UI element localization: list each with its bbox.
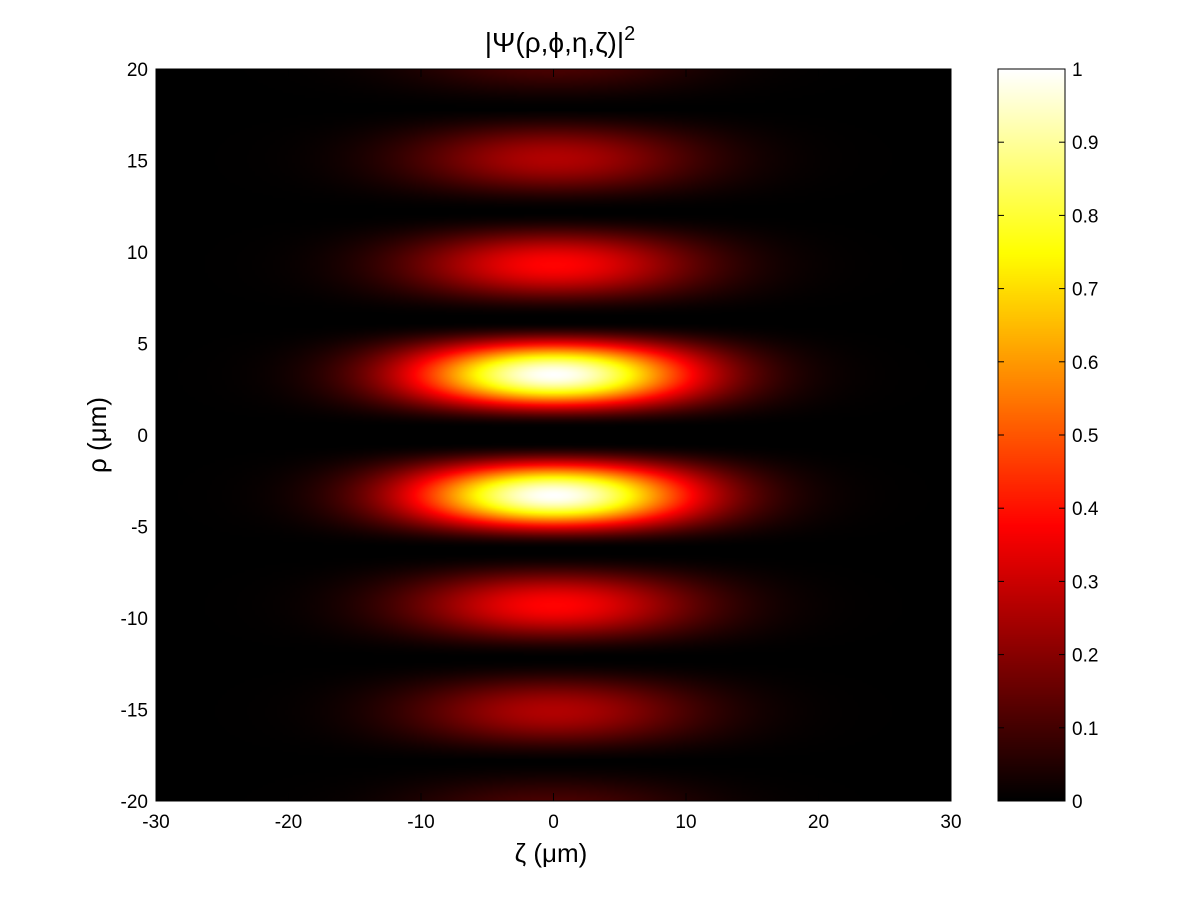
colorbar-ticks: 0 0.1 0.2 0.3 0.4 0.5 0.6 0.7 0.8 0.9 1: [998, 60, 1099, 813]
heatmap-image: [156, 69, 951, 801]
colorbar-tick-label: 0.1: [1072, 719, 1098, 740]
chart-title: |Ψ(ρ,ϕ,η,ζ)|2: [485, 23, 636, 58]
y-tick-label: 10: [127, 243, 148, 264]
colorbar-tick-label: 0.3: [1072, 572, 1098, 593]
y-axis: -20 -15 -10 -5 0 5 10 15 20: [121, 60, 951, 813]
x-tick-label: 10: [675, 812, 696, 833]
x-tick-label: -30: [142, 812, 169, 833]
x-tick-label: 30: [940, 812, 961, 833]
colorbar-tick-label: 0.6: [1072, 353, 1098, 374]
y-tick-label: -5: [131, 518, 148, 539]
colorbar-tick-label: 0.5: [1072, 426, 1098, 447]
colorbar-tick-label: 0.4: [1072, 499, 1099, 520]
y-tick-label: 5: [137, 335, 148, 356]
y-tick-label: -15: [121, 701, 148, 722]
colorbar-tick-label: 0.9: [1072, 133, 1098, 154]
colorbar-tick-label: 0.7: [1072, 280, 1098, 301]
colorbar-tick-label: 1: [1072, 60, 1083, 81]
colorbar: 0 0.1 0.2 0.3 0.4 0.5 0.6 0.7 0.8 0.9 1: [997, 60, 1099, 813]
y-tick-label: 20: [127, 60, 148, 81]
chart-title-superscript: 2: [624, 23, 635, 45]
colorbar-gradient: [998, 69, 1065, 801]
colorbar-tick-label: 0: [1072, 792, 1083, 813]
colorbar-tick-label: 0.2: [1072, 646, 1098, 667]
y-tick-label: 15: [127, 152, 148, 173]
x-tick-label: 20: [808, 812, 829, 833]
y-tick-label: 0: [137, 426, 148, 447]
x-axis: -30 -20 -10 0 10 20 30: [142, 69, 962, 833]
y-tick-label: -20: [121, 792, 148, 813]
y-tick-label: -10: [121, 609, 148, 630]
x-tick-label: -20: [275, 812, 302, 833]
x-axis-label: ζ (μm): [515, 838, 588, 868]
colorbar-tick-label: 0.8: [1072, 206, 1098, 227]
x-tick-label: -10: [407, 812, 434, 833]
x-tick-label: 0: [548, 812, 559, 833]
y-axis-label: ρ (μm): [82, 397, 112, 473]
